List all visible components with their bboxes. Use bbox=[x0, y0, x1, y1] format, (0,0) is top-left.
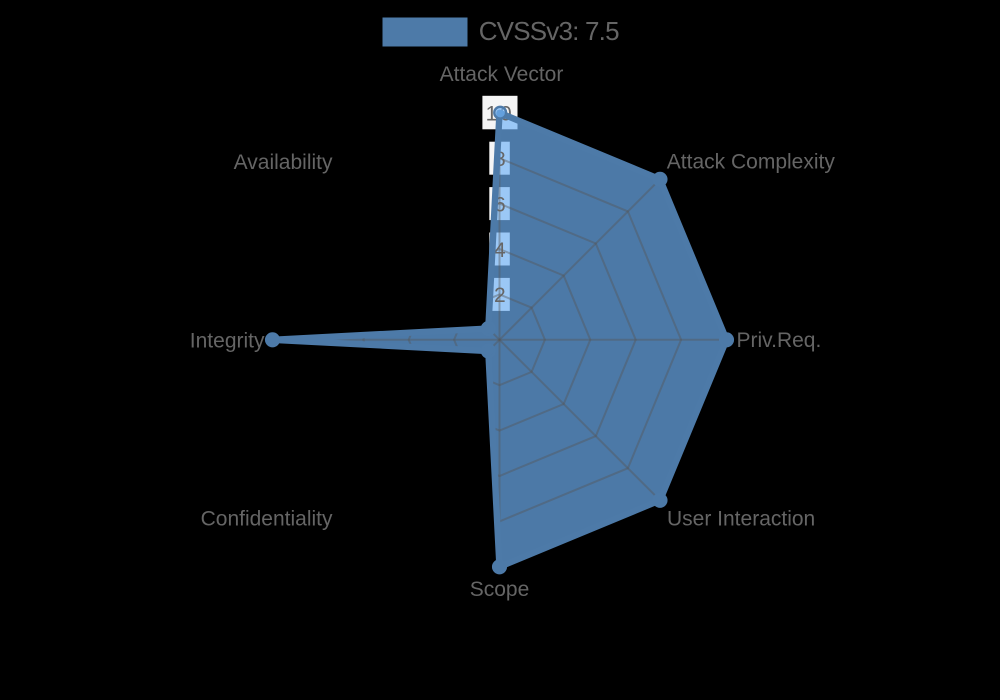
svg-text:User Interaction: User Interaction bbox=[667, 508, 815, 531]
svg-text:Attack Complexity: Attack Complexity bbox=[667, 150, 836, 173]
svg-text:Priv.Req.: Priv.Req. bbox=[737, 329, 822, 352]
svg-text:Integrity: Integrity bbox=[190, 329, 265, 352]
svg-text:2: 2 bbox=[494, 284, 506, 307]
svg-text:Attack Vector: Attack Vector bbox=[440, 63, 564, 86]
svg-text:Confidentiality: Confidentiality bbox=[201, 508, 333, 531]
svg-text:Availability: Availability bbox=[234, 151, 333, 174]
svg-text:1: 1 bbox=[486, 103, 498, 126]
svg-text:4: 4 bbox=[494, 239, 506, 262]
svg-text:6: 6 bbox=[494, 193, 506, 216]
svg-text:Scope: Scope bbox=[470, 578, 530, 601]
svg-text:CVSSv3: 7.5: CVSSv3: 7.5 bbox=[479, 16, 619, 46]
